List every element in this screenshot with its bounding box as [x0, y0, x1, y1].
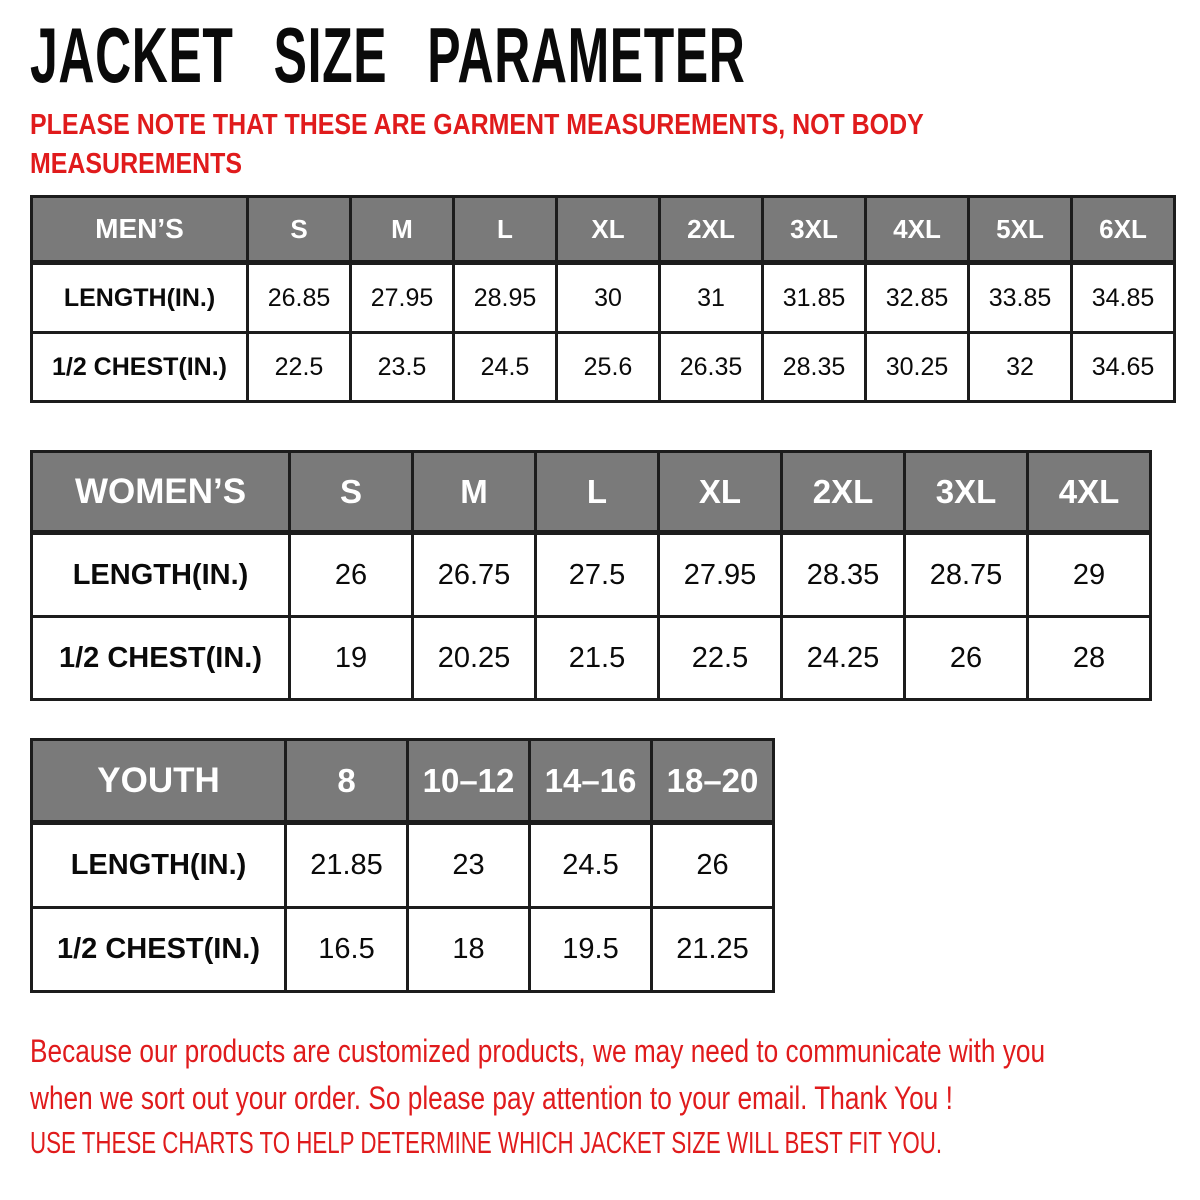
measurement-value: 24.5: [528, 821, 653, 909]
measurement-value: 18: [406, 906, 531, 993]
size-column-header: M: [349, 195, 455, 265]
measurement-value: 19: [288, 615, 414, 701]
measurement-value: 21.85: [284, 821, 409, 909]
measurement-row: LENGTH(IN.) 21.85 23 24.5 26: [30, 821, 775, 909]
size-header-row: YOUTH 8 10–12 14–16 18–20: [30, 738, 775, 825]
measurement-row-label: LENGTH(IN.): [30, 261, 249, 334]
footer-note-line-1: Because our products are customized prod…: [30, 1033, 1046, 1069]
measurement-value: 26.35: [658, 331, 764, 403]
youth-size-table: YOUTH 8 10–12 14–16 18–20 LENGTH(IN.) 21.85 23 2…: [30, 738, 775, 993]
footer-communication-note: Because our products are customized prod…: [30, 1028, 1200, 1122]
size-column-header: 4XL: [1026, 450, 1152, 535]
measurement-value: 26.75: [411, 531, 537, 618]
page-title-text: JACKET SIZE PARAMETER: [30, 11, 746, 99]
size-column-header: 6XL: [1070, 195, 1176, 265]
size-column-header: XL: [555, 195, 661, 265]
measurement-value: 16.5: [284, 906, 409, 993]
measurement-value: 26: [288, 531, 414, 618]
measurement-value: 19.5: [528, 906, 653, 993]
measurement-value: 30.25: [864, 331, 970, 403]
size-column-header: 18–20: [650, 738, 775, 825]
measurement-row: LENGTH(IN.) 26.85 27.95 28.95 30 31 31.85 32.85…: [30, 261, 1176, 334]
mens-size-table: MEN’S S M L XL 2XL 3XL 4XL 5XL 6XL LENGTH(IN.) 26.8…: [30, 195, 1176, 403]
measurement-value: 26: [650, 821, 775, 909]
size-column-header: 8: [284, 738, 409, 825]
size-header-row: WOMEN’S S M L XL 2XL 3XL 4XL: [30, 450, 1152, 535]
measurement-value: 31.85: [761, 261, 867, 334]
measurement-value: 29: [1026, 531, 1152, 618]
womens-table-title: WOMEN’S: [30, 450, 291, 535]
measurement-row-label: 1/2 CHEST(IN.): [30, 331, 249, 403]
size-column-header: M: [411, 450, 537, 535]
measurement-value: 21.5: [534, 615, 660, 701]
measurement-value: 27.95: [657, 531, 783, 618]
mens-table-title: MEN’S: [30, 195, 249, 265]
measurement-value: 33.85: [967, 261, 1073, 334]
footer-usage-note: USE THESE CHARTS TO HELP DETERMINE WHICH…: [30, 1122, 1200, 1164]
youth-table-title: YOUTH: [30, 738, 287, 825]
measurement-value: 28.35: [780, 531, 906, 618]
size-column-header: 14–16: [528, 738, 653, 825]
measurement-value: 32.85: [864, 261, 970, 334]
measurement-value: 22.5: [657, 615, 783, 701]
page-title: JACKET SIZE PARAMETER: [30, 16, 1148, 94]
measurement-row-label: LENGTH(IN.): [30, 821, 287, 909]
measurement-value: 23.5: [349, 331, 455, 403]
size-column-header: 5XL: [967, 195, 1073, 265]
size-column-header: 3XL: [761, 195, 867, 265]
measurement-value: 23: [406, 821, 531, 909]
size-column-header: S: [246, 195, 352, 265]
measurement-value: 21.25: [650, 906, 775, 993]
measurement-value: 27.95: [349, 261, 455, 334]
size-column-header: S: [288, 450, 414, 535]
garment-note-line-2: MEASUREMENTS: [30, 148, 243, 180]
measurement-row: 1/2 CHEST(IN.) 19 20.25 21.5 22.5 24.25 26 28: [30, 615, 1152, 701]
measurement-value: 32: [967, 331, 1073, 403]
size-column-header: 2XL: [658, 195, 764, 265]
footer-note-line-2: when we sort out your order. So please p…: [30, 1080, 953, 1116]
footer-usage-line: USE THESE CHARTS TO HELP DETERMINE WHICH…: [30, 1125, 943, 1160]
size-column-header: 4XL: [864, 195, 970, 265]
size-column-header: XL: [657, 450, 783, 535]
measurement-value: 30: [555, 261, 661, 334]
measurement-value: 27.5: [534, 531, 660, 618]
measurement-row: 1/2 CHEST(IN.) 16.5 18 19.5 21.25: [30, 906, 775, 993]
garment-note-line-1: PLEASE NOTE THAT THESE ARE GARMENT MEASU…: [30, 109, 924, 141]
measurement-value: 31: [658, 261, 764, 334]
measurement-value: 28.95: [452, 261, 558, 334]
measurement-value: 28: [1026, 615, 1152, 701]
size-column-header: 10–12: [406, 738, 531, 825]
measurement-value: 34.65: [1070, 331, 1176, 403]
measurement-value: 24.5: [452, 331, 558, 403]
measurement-value: 26: [903, 615, 1029, 701]
measurement-row-label: LENGTH(IN.): [30, 531, 291, 618]
size-column-header: L: [534, 450, 660, 535]
measurement-value: 28.35: [761, 331, 867, 403]
garment-measurement-note: PLEASE NOTE THAT THESE ARE GARMENT MEASU…: [30, 106, 1069, 184]
measurement-value: 22.5: [246, 331, 352, 403]
measurement-value: 26.85: [246, 261, 352, 334]
size-column-header: 2XL: [780, 450, 906, 535]
measurement-value: 25.6: [555, 331, 661, 403]
measurement-row: 1/2 CHEST(IN.) 22.5 23.5 24.5 25.6 26.35 28.35…: [30, 331, 1176, 403]
measurement-row-label: 1/2 CHEST(IN.): [30, 906, 287, 993]
size-column-header: 3XL: [903, 450, 1029, 535]
measurement-row: LENGTH(IN.) 26 26.75 27.5 27.95 28.35 28.75 29: [30, 531, 1152, 618]
measurement-value: 34.85: [1070, 261, 1176, 334]
womens-size-table: WOMEN’S S M L XL 2XL 3XL 4XL LENGTH(IN.) 26 26.75 2…: [30, 450, 1152, 701]
measurement-row-label: 1/2 CHEST(IN.): [30, 615, 291, 701]
size-header-row: MEN’S S M L XL 2XL 3XL 4XL 5XL 6XL: [30, 195, 1176, 265]
measurement-value: 20.25: [411, 615, 537, 701]
measurement-value: 28.75: [903, 531, 1029, 618]
size-column-header: L: [452, 195, 558, 265]
measurement-value: 24.25: [780, 615, 906, 701]
